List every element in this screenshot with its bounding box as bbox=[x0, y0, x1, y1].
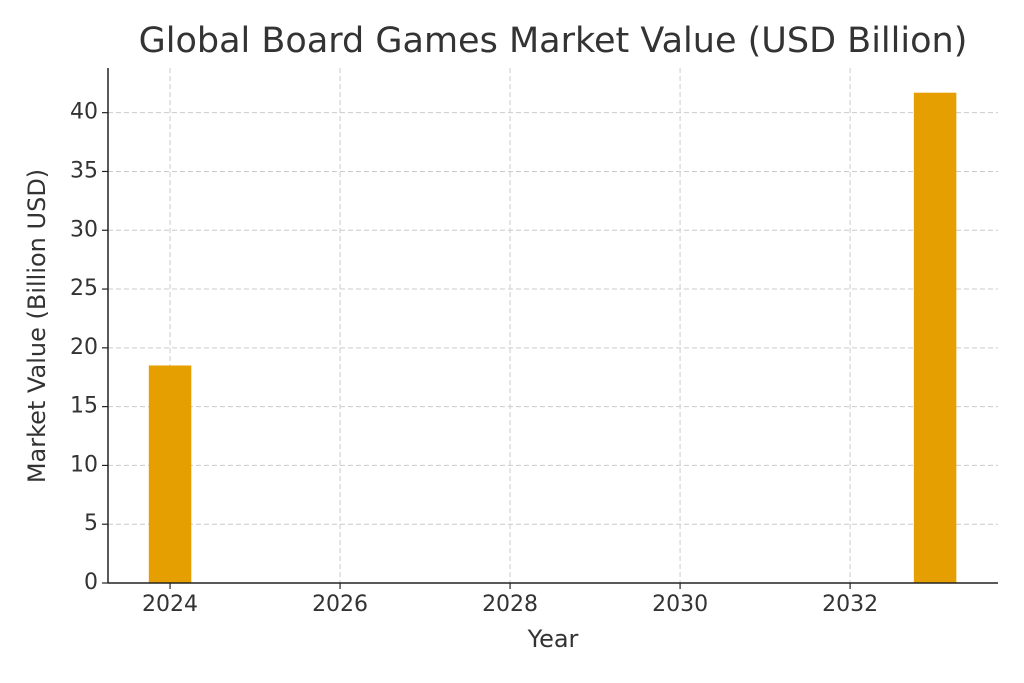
x-tick-label: 2028 bbox=[482, 592, 538, 617]
bar bbox=[148, 365, 192, 583]
y-tick-label: 20 bbox=[70, 335, 98, 360]
x-axis-label: Year bbox=[527, 625, 579, 653]
y-axis-label: Market Value (Billion USD) bbox=[23, 169, 51, 483]
y-tick-label: 10 bbox=[70, 452, 98, 477]
bar bbox=[913, 92, 957, 584]
x-tick-label: 2032 bbox=[822, 592, 878, 617]
x-tick-label: 2024 bbox=[142, 592, 198, 617]
chart-title: Global Board Games Market Value (USD Bil… bbox=[139, 21, 968, 61]
y-tick-label: 25 bbox=[70, 276, 98, 301]
y-tick-label: 35 bbox=[70, 158, 98, 183]
y-tick-label: 5 bbox=[84, 511, 98, 536]
y-tick-label: 40 bbox=[70, 100, 98, 125]
x-tick-label: 2030 bbox=[652, 592, 708, 617]
x-tick-label: 2026 bbox=[312, 592, 368, 617]
y-tick-label: 30 bbox=[70, 217, 98, 242]
y-tick-label: 0 bbox=[84, 570, 98, 595]
y-tick-label: 15 bbox=[70, 394, 98, 419]
